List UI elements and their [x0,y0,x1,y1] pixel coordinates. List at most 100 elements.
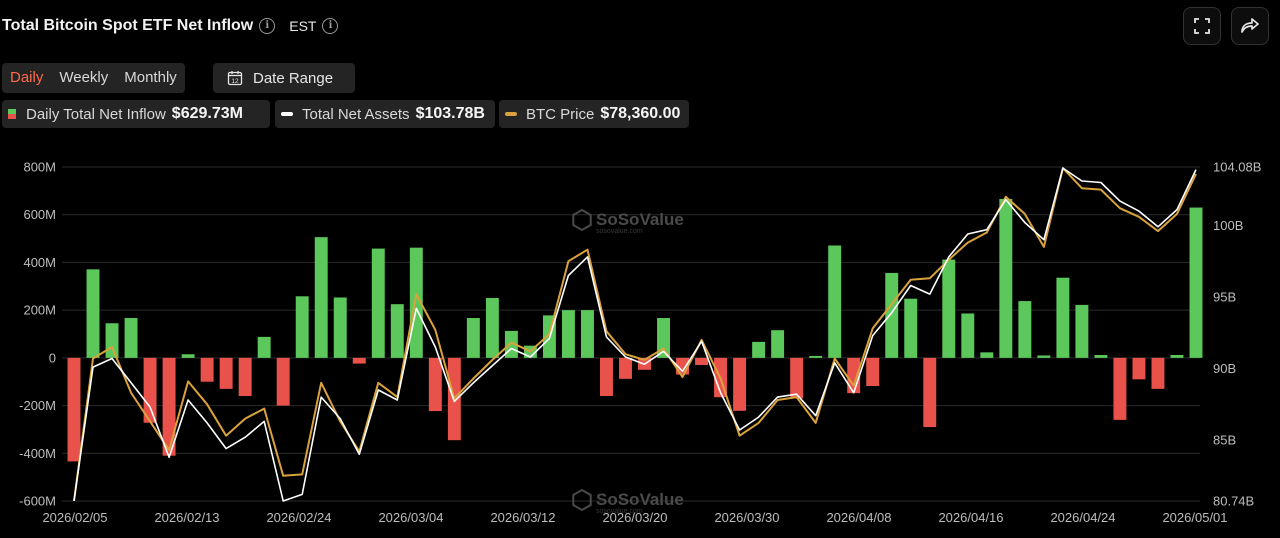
inflow-bar [619,357,632,379]
inflow-bar [1170,354,1184,358]
inflow-bar [847,357,861,394]
x-tick-label: 2026/04/24 [1050,510,1115,525]
inflow-bar [1094,354,1108,358]
inflow-chart: SoSoValuesosovalue.comSoSoValuesosovalue… [19,160,1261,526]
period-toggle: Daily Weekly Monthly [2,63,185,93]
watermark-brand: SoSoValue [596,210,684,229]
inflow-bar [143,357,157,423]
inflow-bar [124,318,138,358]
inflow-bar [1113,357,1127,420]
inflow-bar [866,357,880,387]
period-monthly[interactable]: Monthly [124,69,177,86]
watermark-site: sosovalue.com [596,228,643,235]
timezone-label: EST [289,18,317,34]
legend-btc-value: $78,360.00 [600,105,681,122]
x-tick-label: 2026/04/16 [938,510,1003,525]
inflow-bar [961,313,975,358]
x-tick-label: 2026/03/12 [490,510,555,525]
inflow-bar [105,323,119,358]
period-daily[interactable]: Daily [10,69,44,86]
legend-btc-label: BTC Price [526,105,595,123]
y-left-tick-label: -400M [19,446,56,461]
y-axis-right: 104.08B 100B 95B 90B 85B 80.74B [1213,160,1261,509]
timezone-info-icon[interactable]: i [322,18,339,34]
inflow-bar [371,248,385,358]
inflow-bar [276,357,290,406]
fullscreen-icon [1194,18,1210,34]
watermark-logo-icon [572,208,592,232]
inflow-bar [561,310,575,358]
y-left-tick-label: 200M [23,303,56,318]
share-icon [1241,18,1259,33]
y-right-tick-label: 85B [1213,433,1236,448]
inflow-bar [162,357,176,456]
x-tick-label: 2026/02/05 [42,510,107,525]
inflow-bar [790,357,804,399]
inflow-bar [980,352,994,358]
inflow-bars [67,198,1203,462]
inflow-bar [257,336,271,358]
watermark-logo-icon [572,488,592,512]
page-title: Total Bitcoin Spot ETF Net Inflow [2,17,254,34]
inflow-bar [580,310,594,358]
x-tick-label: 2026/03/04 [378,510,443,525]
y-left-tick-label: -200M [19,398,56,413]
y-left-tick-label: 400M [23,255,56,270]
x-tick-label: 2026/04/08 [826,510,891,525]
y-axis-left: 800M 600M 400M 200M 0 -200M -400M -600M [19,160,56,509]
inflow-bar [771,330,785,358]
date-range-label: Date Range [253,69,334,87]
inflow-bar [923,357,937,428]
assets-swatch [281,112,293,116]
x-tick-label: 2026/03/30 [714,510,779,525]
watermark-brand: SoSoValue [596,490,684,509]
info-icon[interactable]: i [259,18,276,34]
legend-inflow[interactable]: Daily Total Net Inflow $629.73M [2,100,270,128]
watermark-site: sosovalue.com [596,508,643,515]
inflow-bar [333,297,347,358]
y-right-tick-label: 95B [1213,289,1236,304]
y-right-tick-label: 90B [1213,361,1236,376]
inflow-bar [733,357,747,411]
y-right-tick-label: 104.08B [1213,160,1261,175]
x-tick-label: 2026/02/24 [266,510,331,525]
y-right-tick-label: 100B [1213,218,1243,233]
inflow-bar [219,357,233,389]
inflow-bar [200,357,214,382]
inflow-bar [1189,207,1203,358]
y-right-tick-label: 80.74B [1213,494,1254,509]
share-button[interactable] [1231,7,1269,45]
inflow-bar [390,304,404,358]
inflow-bar [409,247,423,358]
inflow-bar [86,269,100,358]
legend-assets[interactable]: Total Net Assets $103.78B [275,100,495,128]
y-left-tick-label: 800M [23,160,56,175]
legend-btc[interactable]: BTC Price $78,360.00 [499,100,689,128]
fullscreen-button[interactable] [1183,7,1221,45]
btc-swatch [505,112,517,116]
inflow-bar [999,198,1013,358]
calendar-day: 12 [231,78,239,85]
inflow-bar [67,357,81,462]
x-axis: 2026/02/05 2026/02/13 2026/02/24 2026/03/04… [42,510,1227,525]
inflow-bar [295,296,309,358]
y-left-tick-label: 0 [49,350,56,365]
y-left-tick-label: -600M [19,494,56,509]
inflow-bar [1075,304,1089,358]
inflow-swatch [8,109,16,119]
legend-inflow-value: $629.73M [171,105,243,122]
inflow-bar [1037,355,1051,358]
inflow-bar [1018,301,1032,358]
btc-price-line [73,167,1197,502]
date-range-button[interactable]: 12 Date Range [213,63,355,93]
legend-inflow-label: Daily Total Net Inflow [26,105,166,123]
period-weekly[interactable]: Weekly [59,69,109,86]
y-left-tick-label: 600M [23,207,56,222]
inflow-bar [1056,277,1070,358]
x-tick-label: 2026/05/01 [1162,510,1227,525]
inflow-bar [238,357,252,397]
inflow-bar [181,354,195,358]
inflow-bar [885,272,899,358]
inflow-bar [904,298,918,358]
x-tick-label: 2026/02/13 [154,510,219,525]
